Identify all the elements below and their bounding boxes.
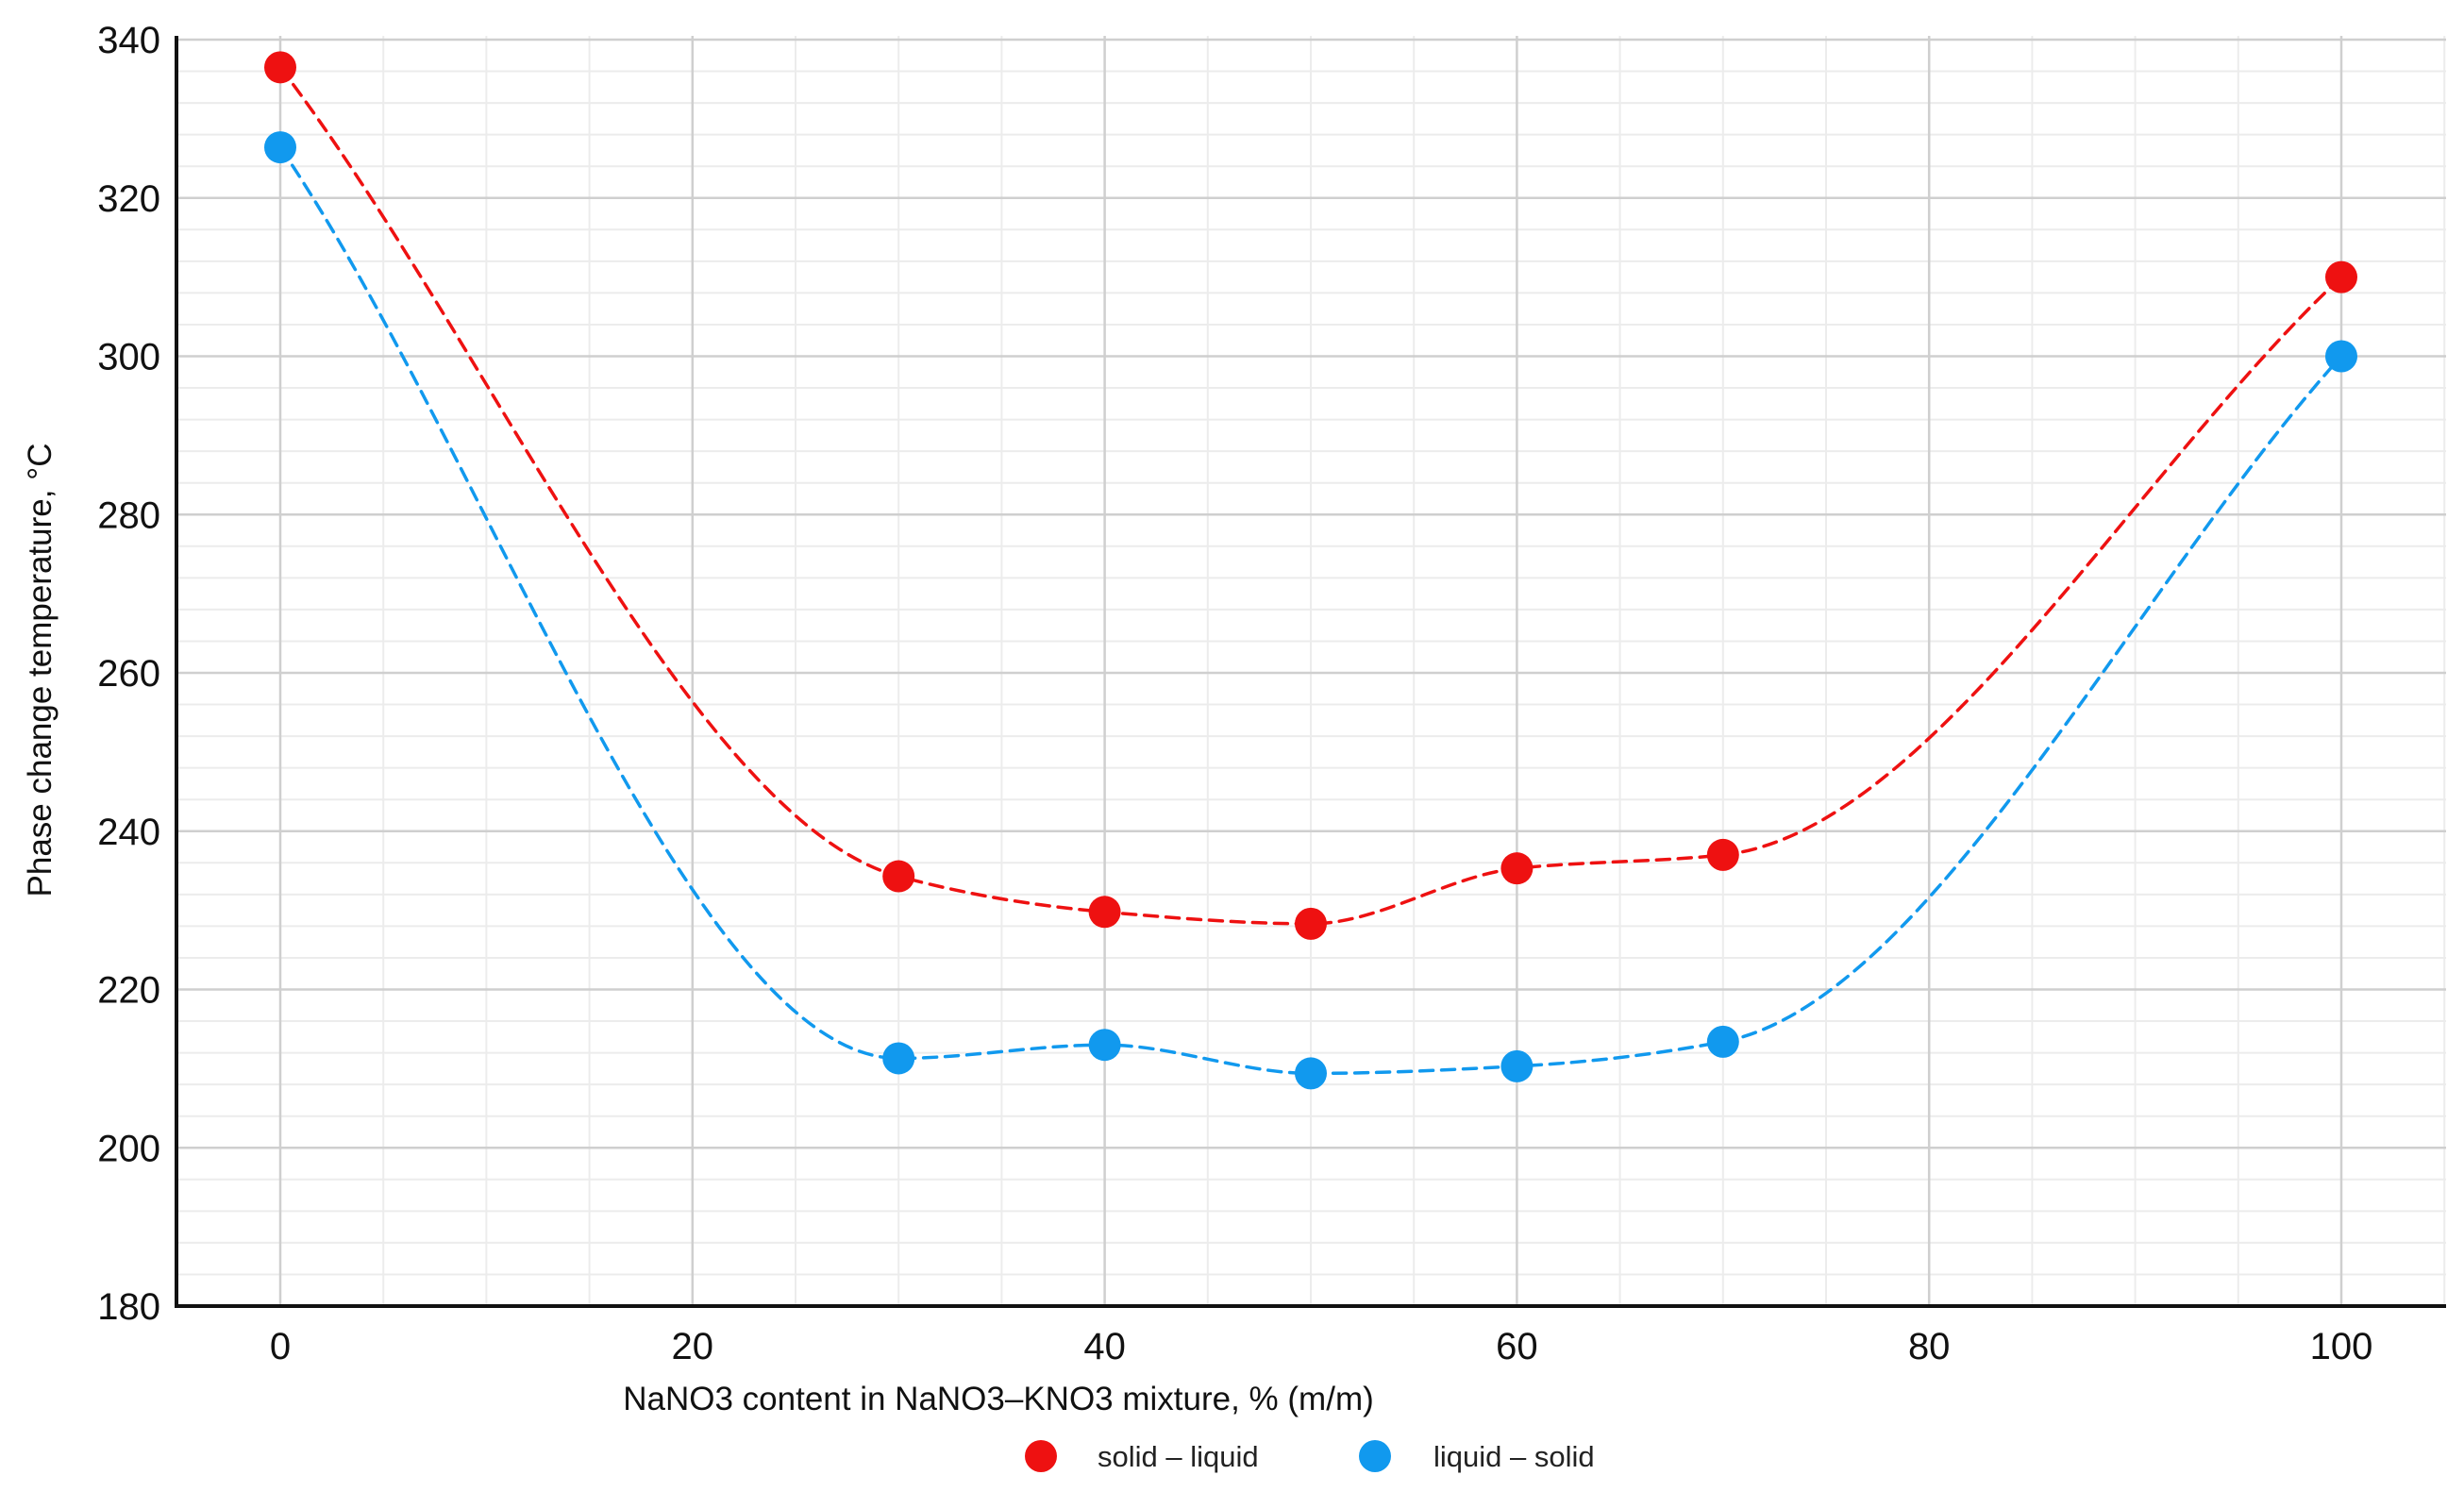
y-tick-label: 200 (97, 1128, 160, 1169)
data-point-series-1 (264, 131, 296, 164)
x-tick-label: 0 (270, 1326, 291, 1367)
data-point-series-1 (882, 1042, 915, 1075)
x-tick-label: 60 (1496, 1326, 1538, 1367)
data-point-series-1 (1295, 1057, 1327, 1090)
major-gridlines (176, 36, 2446, 1306)
data-point-series-0 (1088, 896, 1121, 929)
data-point-series-0 (882, 860, 915, 893)
data-point-series-0 (1500, 852, 1534, 885)
y-tick-label: 340 (97, 20, 160, 61)
data-point-series-0 (264, 51, 296, 84)
data-point-series-1 (1500, 1049, 1534, 1082)
x-tick-label: 100 (2310, 1326, 2373, 1367)
y-tick-label: 320 (97, 178, 160, 220)
x-tick-label: 20 (672, 1326, 714, 1367)
data-point-series-1 (2325, 340, 2357, 373)
y-axis-title: Phase change temperature, °C (22, 444, 59, 897)
y-tick-label: 300 (97, 337, 160, 378)
legend: solid – liquid liquid – solid (1025, 1440, 1595, 1473)
x-tick-label: 40 (1083, 1326, 1126, 1367)
y-tick-label: 240 (97, 812, 160, 853)
legend-marker-solid-liquid (1025, 1440, 1057, 1472)
y-tick-labels: 180 200 220 240 260 280 300 320 340 (97, 20, 160, 1328)
x-axis-title: NaNO3 content in NaNO3–KNO3 mixture, % (… (623, 1381, 1374, 1417)
data-point-series-0 (1706, 838, 1739, 871)
y-tick-label: 180 (97, 1286, 160, 1328)
legend-label-liquid-solid: liquid – solid (1433, 1440, 1595, 1473)
data-point-series-1 (1706, 1025, 1739, 1058)
data-point-series-0 (1295, 907, 1327, 940)
series-points (264, 51, 2357, 1090)
data-point-series-1 (1088, 1029, 1121, 1062)
x-tick-label: 80 (1908, 1326, 1951, 1367)
data-point-series-0 (2325, 260, 2357, 293)
minor-gridlines (176, 36, 2446, 1306)
x-tick-labels: 0 20 40 60 80 100 (270, 1326, 2373, 1367)
legend-label-solid-liquid: solid – liquid (1098, 1440, 1259, 1473)
y-tick-label: 280 (97, 495, 160, 536)
axes (175, 36, 2446, 1308)
y-tick-label: 260 (97, 653, 160, 695)
legend-marker-liquid-solid (1359, 1440, 1391, 1472)
y-tick-label: 220 (97, 970, 160, 1012)
